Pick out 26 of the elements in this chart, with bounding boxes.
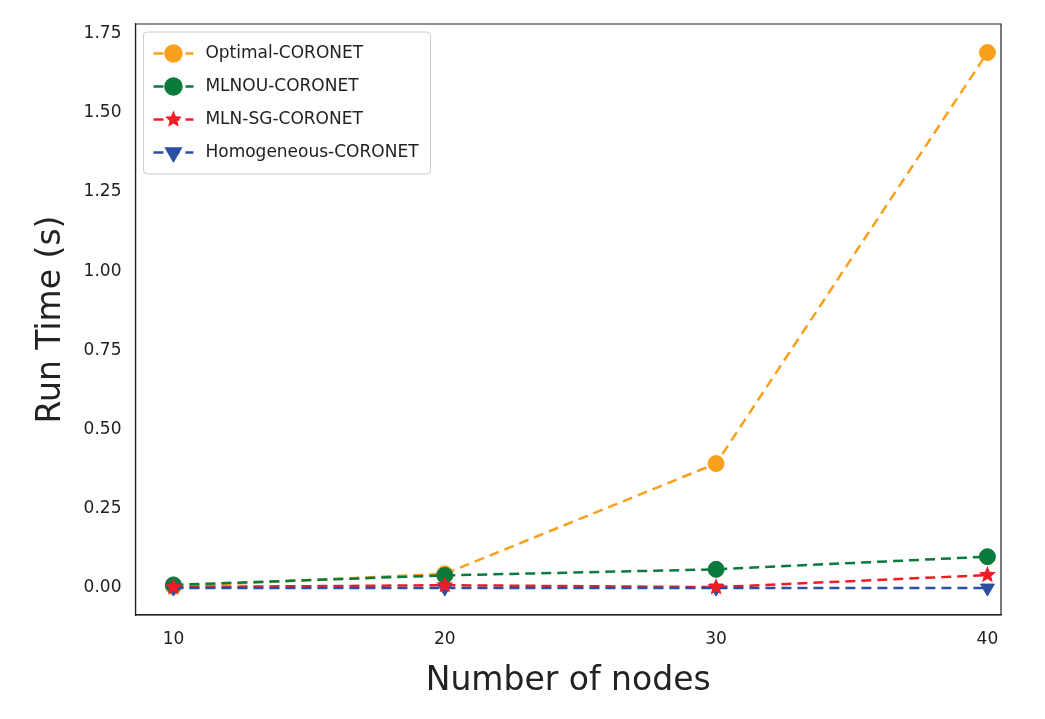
point (436, 576, 454, 593)
x-tick-label: 40 (976, 627, 999, 648)
x-axis-title: Number of nodes (425, 658, 711, 698)
x-tick-label: 20 (433, 627, 456, 648)
point (978, 566, 996, 583)
y-tick-label: 1.75 (83, 21, 122, 42)
y-tick-label: 0.50 (83, 418, 122, 439)
y-tick-label: 1.25 (83, 180, 122, 201)
legend-label: MLN-SG-CORONET (205, 107, 364, 128)
point (707, 560, 725, 578)
y-tick-label: 0.25 (83, 497, 122, 518)
x-tick-label: 30 (705, 627, 727, 648)
y-tick-label: 1.50 (83, 101, 122, 122)
y-tick-label: 0.75 (83, 338, 122, 359)
x-tick-label: 10 (162, 627, 185, 648)
y-tick-label: 1.00 (83, 259, 122, 280)
point (980, 583, 995, 597)
legend-label: Homogeneous-CORONET (205, 140, 420, 161)
y-axis-title: Run Time (s) (29, 215, 69, 424)
point (978, 548, 996, 566)
legend-label: MLNOU-CORONET (205, 74, 360, 95)
legend-label: Optimal-CORONET (205, 41, 364, 62)
point (707, 455, 725, 473)
point (707, 578, 725, 595)
point (978, 44, 996, 62)
y-tick-label: 0.00 (83, 576, 122, 597)
